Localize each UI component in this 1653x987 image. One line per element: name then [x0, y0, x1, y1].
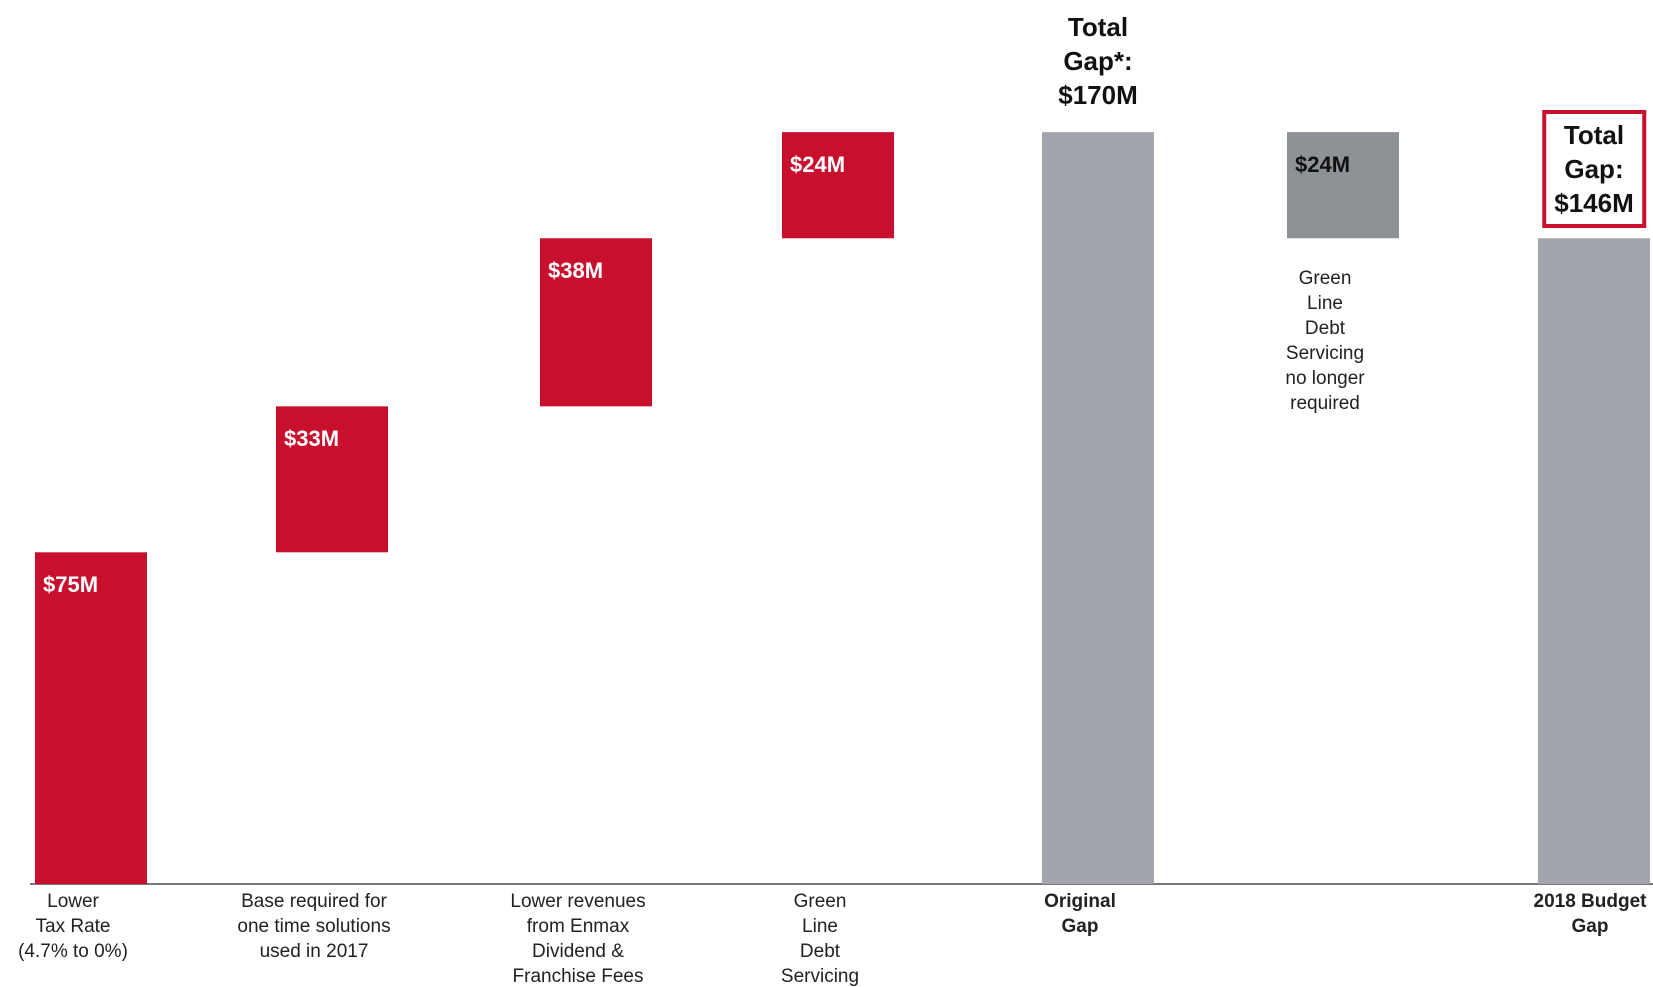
category-label: Lower Tax Rate (4.7% to 0%): [18, 891, 128, 962]
bar: [782, 132, 894, 239]
bar: [35, 552, 147, 884]
value-label: $24M: [1295, 152, 1351, 178]
value-label: $38M: [548, 258, 604, 284]
bar: [1287, 132, 1399, 239]
bar: [276, 406, 388, 553]
category-label: 2018 Budget Gap: [1533, 891, 1647, 937]
value-label: $33M: [284, 426, 340, 452]
category-label: Green Line Debt Servicing no longer requ…: [1285, 268, 1365, 415]
total-label: Total Gap: $146M: [1542, 110, 1646, 229]
category-label: Base required for one time solutions use…: [237, 891, 391, 962]
total-label: Total Gap*: $170M: [1058, 12, 1138, 111]
category-label: Green Line Debt Servicing: [780, 891, 860, 987]
value-label: $75M: [43, 572, 99, 598]
value-label: $24M: [790, 152, 846, 178]
bar: [1538, 238, 1650, 884]
bar: [540, 238, 652, 407]
bar: [1042, 132, 1154, 885]
category-label: Original Gap: [1044, 891, 1116, 937]
category-label: Lower revenues from Enmax Dividend & Fra…: [510, 891, 646, 987]
